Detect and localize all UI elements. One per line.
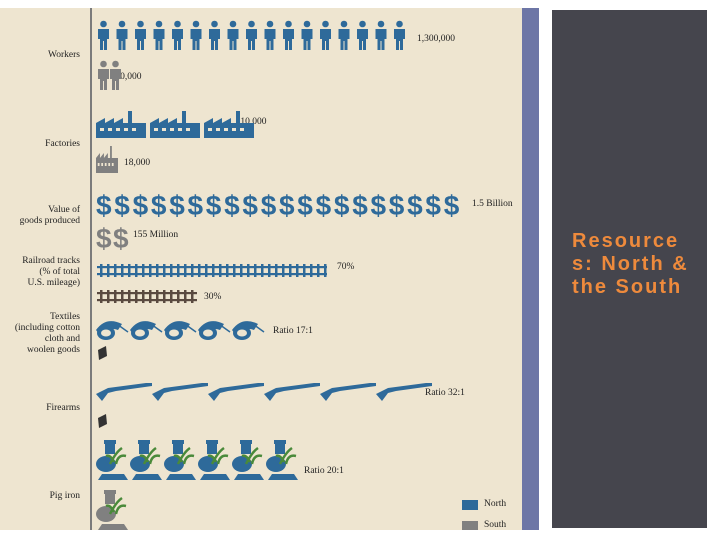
dollar-icon: $ — [242, 190, 258, 221]
dollar-icon: $ — [297, 190, 313, 221]
legend-swatch-north — [462, 500, 478, 510]
dollar-icon: $ — [444, 190, 460, 221]
north-value-label: 70% — [337, 262, 355, 272]
dollar-icon: $ — [96, 190, 112, 221]
north-icons-pig-iron-icon — [96, 440, 298, 480]
south-icons-dollar-icon: $ $ — [96, 223, 129, 254]
north-icons-textile-icon — [96, 321, 265, 340]
north-value-label: 1.5 Billion — [472, 199, 513, 209]
north-value-label: Ratio 17:1 — [273, 326, 313, 336]
pictograph-chart: $ $ $ $ $ $ $ $ $ $ $ $ $ $ $ $ $ $ $ $$ $ — [96, 20, 478, 530]
dollar-icon: $ — [352, 190, 368, 221]
accent-bar — [522, 8, 539, 530]
south-icons-railroad-icon — [97, 290, 197, 303]
dollar-icon: $ — [261, 190, 277, 221]
north-icons-dollar-icon: $ $ $ $ $ $ $ $ $ $ $ $ $ $ $ $ $ $ $ $ — [96, 190, 460, 221]
category-label: Value of goods produced — [19, 205, 80, 226]
category-label: Workers — [48, 49, 80, 60]
north-value-label: Ratio 20:1 — [304, 466, 344, 476]
south-icons-worker-icon — [98, 60, 121, 90]
dollar-icon: $ — [279, 190, 295, 221]
dollar-icon: $ — [113, 223, 129, 254]
north-icons-worker-icon — [98, 20, 405, 50]
dollar-icon: $ — [169, 190, 185, 221]
dollar-icon: $ — [133, 190, 149, 221]
category-label: Pig iron — [49, 490, 80, 501]
dollar-icon: $ — [114, 190, 130, 221]
legend-label-north: North — [484, 499, 507, 509]
dollar-icon: $ — [224, 190, 240, 221]
legend-label-south: South — [484, 520, 507, 530]
axis-divider — [90, 8, 92, 530]
north-icons-rifle-icon — [96, 383, 432, 401]
south-icons-factory-icon — [96, 146, 118, 173]
south-value-label: 18,000 — [124, 158, 151, 168]
south-value-label: 155 Million — [133, 230, 179, 240]
south-value-label: 110,000 — [111, 72, 142, 82]
category-label: Railroad tracks (% of total U.S. mileage) — [22, 255, 80, 288]
title-panel — [552, 10, 707, 528]
dollar-icon: $ — [371, 190, 387, 221]
south-value-label: 30% — [204, 292, 222, 302]
category-label: Textiles (including cotton cloth and woolen… — [14, 312, 80, 355]
north-value-label: 1,300,000 — [417, 34, 455, 44]
north-value-label: Ratio 32:1 — [425, 388, 465, 398]
dollar-icon: $ — [334, 190, 350, 221]
legend-swatch-south — [462, 521, 478, 530]
dollar-icon: $ — [96, 223, 112, 254]
north-icons-railroad-icon — [97, 264, 327, 277]
dollar-icon: $ — [316, 190, 332, 221]
category-label: Factories — [45, 138, 80, 149]
dollar-icon: $ — [389, 190, 405, 221]
south-icons-pig-iron-icon — [96, 490, 128, 530]
category-label: Firearms — [46, 402, 80, 413]
north-icons-factory-icon — [96, 111, 254, 138]
north-value-label: 110,000 — [236, 117, 267, 127]
dollar-icon: $ — [151, 190, 167, 221]
dollar-icon: $ — [425, 190, 441, 221]
dollar-icon: $ — [206, 190, 222, 221]
dollar-icon: $ — [407, 190, 423, 221]
slide-title: Resources: North & the South — [572, 230, 689, 298]
south-icons-rifle-icon — [98, 414, 107, 428]
south-icons-textile-icon — [98, 346, 107, 360]
dollar-icon: $ — [188, 190, 204, 221]
